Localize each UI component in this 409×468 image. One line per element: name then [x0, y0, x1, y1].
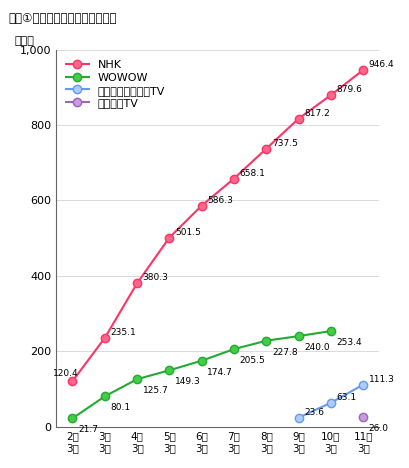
Text: 586.3: 586.3	[207, 196, 233, 205]
スカイパーフェクTV	[295, 415, 300, 420]
NHK	[166, 235, 171, 241]
Line: NHK: NHK	[68, 66, 366, 385]
Text: 111.3: 111.3	[368, 375, 394, 384]
Text: 63.1: 63.1	[336, 393, 356, 402]
WOWOW	[231, 346, 236, 352]
スカイパーフェクTV	[328, 400, 333, 406]
NHK	[199, 203, 204, 208]
Text: 879.6: 879.6	[336, 85, 362, 94]
Text: 235.1: 235.1	[110, 328, 136, 337]
Text: 253.4: 253.4	[336, 338, 361, 347]
Text: 80.1: 80.1	[110, 403, 130, 412]
Text: 240.0: 240.0	[303, 343, 329, 352]
NHK	[295, 116, 300, 121]
Line: WOWOW: WOWOW	[68, 327, 334, 423]
Text: 図表①　衛星放送の契約数の推移: 図表① 衛星放送の契約数の推移	[8, 12, 117, 25]
WOWOW	[70, 416, 75, 421]
Text: 501.5: 501.5	[175, 228, 200, 237]
Text: （万）: （万）	[14, 36, 34, 46]
Text: 174.7: 174.7	[207, 367, 232, 377]
WOWOW	[102, 394, 107, 399]
Text: 817.2: 817.2	[303, 109, 329, 118]
NHK	[263, 146, 268, 152]
Line: スカイパーフェクTV: スカイパーフェクTV	[294, 380, 366, 422]
NHK	[70, 378, 75, 384]
WOWOW	[134, 376, 139, 382]
Text: 149.3: 149.3	[175, 377, 200, 386]
Text: 946.4: 946.4	[368, 60, 393, 69]
NHK	[360, 67, 365, 73]
WOWOW	[166, 367, 171, 373]
NHK	[231, 176, 236, 181]
WOWOW	[295, 333, 300, 339]
Text: 380.3: 380.3	[142, 273, 168, 282]
Text: 21.7: 21.7	[78, 425, 98, 434]
Legend: NHK, WOWOW, スカイパーフェクTV, ディレクTV: NHK, WOWOW, スカイパーフェクTV, ディレクTV	[62, 55, 169, 113]
Text: 205.5: 205.5	[239, 356, 265, 365]
NHK	[328, 92, 333, 98]
WOWOW	[328, 328, 333, 334]
Text: 227.8: 227.8	[271, 348, 297, 357]
Text: 125.7: 125.7	[142, 386, 168, 395]
Text: 23.6: 23.6	[303, 408, 324, 417]
Text: 737.5: 737.5	[271, 139, 297, 148]
NHK	[134, 280, 139, 286]
スカイパーフェクTV	[360, 382, 365, 388]
Text: 658.1: 658.1	[239, 169, 265, 178]
WOWOW	[263, 338, 268, 344]
NHK	[102, 335, 107, 341]
Text: 26.0: 26.0	[368, 424, 388, 432]
WOWOW	[199, 358, 204, 364]
Text: 120.4: 120.4	[53, 369, 79, 378]
